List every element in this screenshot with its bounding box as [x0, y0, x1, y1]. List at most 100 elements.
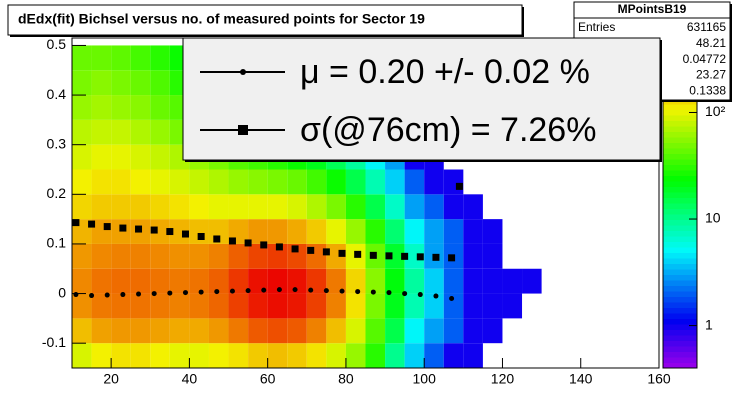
- heatmap-cell: [542, 219, 562, 244]
- heatmap-cell: [326, 293, 346, 319]
- heatmap-cell: [365, 318, 386, 344]
- heatmap-cell: [228, 318, 249, 344]
- heatmap-cell: [130, 343, 151, 368]
- marker-square: [432, 253, 440, 261]
- profiles: [72, 182, 463, 302]
- heatmap-cell: [424, 268, 444, 294]
- palette-step: [663, 340, 697, 347]
- heatmap-cell: [522, 318, 542, 343]
- heatmap-cell: [72, 144, 92, 170]
- heatmap-cell: [150, 144, 170, 170]
- heatmap-cell: [502, 219, 522, 244]
- heatmap-cell: [111, 119, 131, 145]
- heatmap-cell: [345, 268, 366, 294]
- heatmap-cell: [248, 169, 268, 195]
- marker-circle: [182, 290, 188, 296]
- heatmap-cell: [150, 119, 170, 145]
- palette-step: [663, 230, 697, 237]
- palette-step: [663, 203, 697, 209]
- marker-circle: [276, 287, 282, 293]
- heatmap-cell: [169, 243, 190, 269]
- heatmap-cell: [502, 343, 522, 368]
- stats-value: 48.21: [696, 36, 726, 50]
- heatmap-cell: [150, 169, 170, 195]
- heatmap-cell: [91, 169, 112, 195]
- heatmap-cell: [130, 194, 151, 220]
- palette-step: [663, 274, 697, 281]
- stats-value: 0.04772: [683, 52, 727, 66]
- heatmap-cell: [404, 169, 425, 195]
- heatmap-cell: [150, 45, 170, 71]
- heatmap-cell: [306, 169, 327, 195]
- y-tick-label: -0.1: [42, 334, 66, 350]
- marker-square: [401, 252, 409, 260]
- heatmap-cell: [130, 95, 151, 120]
- heatmap-cell: [502, 194, 522, 219]
- palette-step: [663, 164, 697, 171]
- heatmap-cell: [482, 243, 503, 269]
- palette-step: [663, 236, 697, 242]
- heatmap-cell: [91, 45, 112, 71]
- marker-square: [103, 223, 111, 231]
- heatmap-cell: [130, 318, 151, 344]
- heatmap-cell: [248, 293, 268, 319]
- heatmap-cell: [404, 243, 425, 269]
- marker-square: [228, 237, 236, 245]
- marker-square: [338, 249, 346, 257]
- heatmap-cell: [345, 293, 366, 319]
- heatmap-cell: [169, 268, 190, 294]
- heatmap-cell: [443, 268, 464, 294]
- heatmap-cell: [385, 318, 405, 344]
- stats-value: 0.1338: [689, 83, 726, 97]
- heatmap-cell: [208, 318, 229, 344]
- heatmap-cell: [150, 293, 170, 319]
- marker-square: [166, 228, 174, 236]
- heatmap-cell: [169, 169, 190, 195]
- heatmap-cell: [463, 170, 483, 195]
- heatmap-cell: [150, 318, 170, 344]
- marker-square: [307, 246, 315, 254]
- heatmap-cell: [72, 95, 92, 120]
- heatmap-cell: [502, 244, 522, 269]
- heatmap-cell: [287, 343, 307, 368]
- heatmap-cell: [267, 318, 288, 344]
- heatmap-cell: [306, 268, 327, 294]
- heatmap-cell: [482, 318, 503, 344]
- heatmap-cell: [111, 293, 131, 319]
- heatmap-cell: [189, 343, 209, 368]
- title-box: dEdx(fit) Bichsel versus no. of measured…: [7, 4, 524, 37]
- palette: 1 10 10²: [662, 37, 726, 369]
- heatmap-cell: [189, 318, 209, 344]
- palette-step: [663, 335, 697, 341]
- heatmap-cell: [522, 244, 542, 269]
- marker-square: [238, 125, 248, 135]
- heatmap-cell: [248, 343, 268, 368]
- legend: μ = 0.20 +/- 0.02 % σ(@76cm) = 7.26%: [182, 37, 662, 162]
- palette-step: [663, 170, 697, 176]
- heatmap-cell: [72, 268, 92, 294]
- heatmap-cell: [463, 293, 483, 319]
- palette-step: [663, 357, 697, 363]
- heatmap-cell: [326, 343, 346, 368]
- heatmap-cell: [522, 170, 542, 195]
- heatmap-cell: [365, 293, 386, 319]
- heatmap-cell: [91, 318, 112, 344]
- heatmap-cell: [443, 219, 464, 244]
- x-tick-label: 80: [338, 371, 354, 387]
- x-tick-label: 100: [413, 371, 437, 387]
- heatmap-cell: [365, 219, 386, 244]
- heatmap-cell: [542, 244, 562, 269]
- marker-circle: [449, 296, 455, 302]
- z-tick-label: 1: [705, 316, 713, 332]
- marker-circle: [136, 291, 142, 297]
- heatmap-cell: [111, 243, 131, 269]
- heatmap-cell: [483, 343, 503, 368]
- heatmap-cell: [72, 293, 92, 319]
- palette-step: [663, 302, 697, 308]
- axes: 20 40 60 80 100 120 140 160 -0.1 0 0.1 0.2 0.3 0.4 0.5: [42, 36, 671, 387]
- heatmap-cell: [111, 45, 131, 71]
- marker-square: [72, 219, 80, 227]
- heatmap-cell: [404, 318, 425, 344]
- heatmap-cell: [443, 169, 464, 195]
- heatmap-cell: [542, 170, 562, 195]
